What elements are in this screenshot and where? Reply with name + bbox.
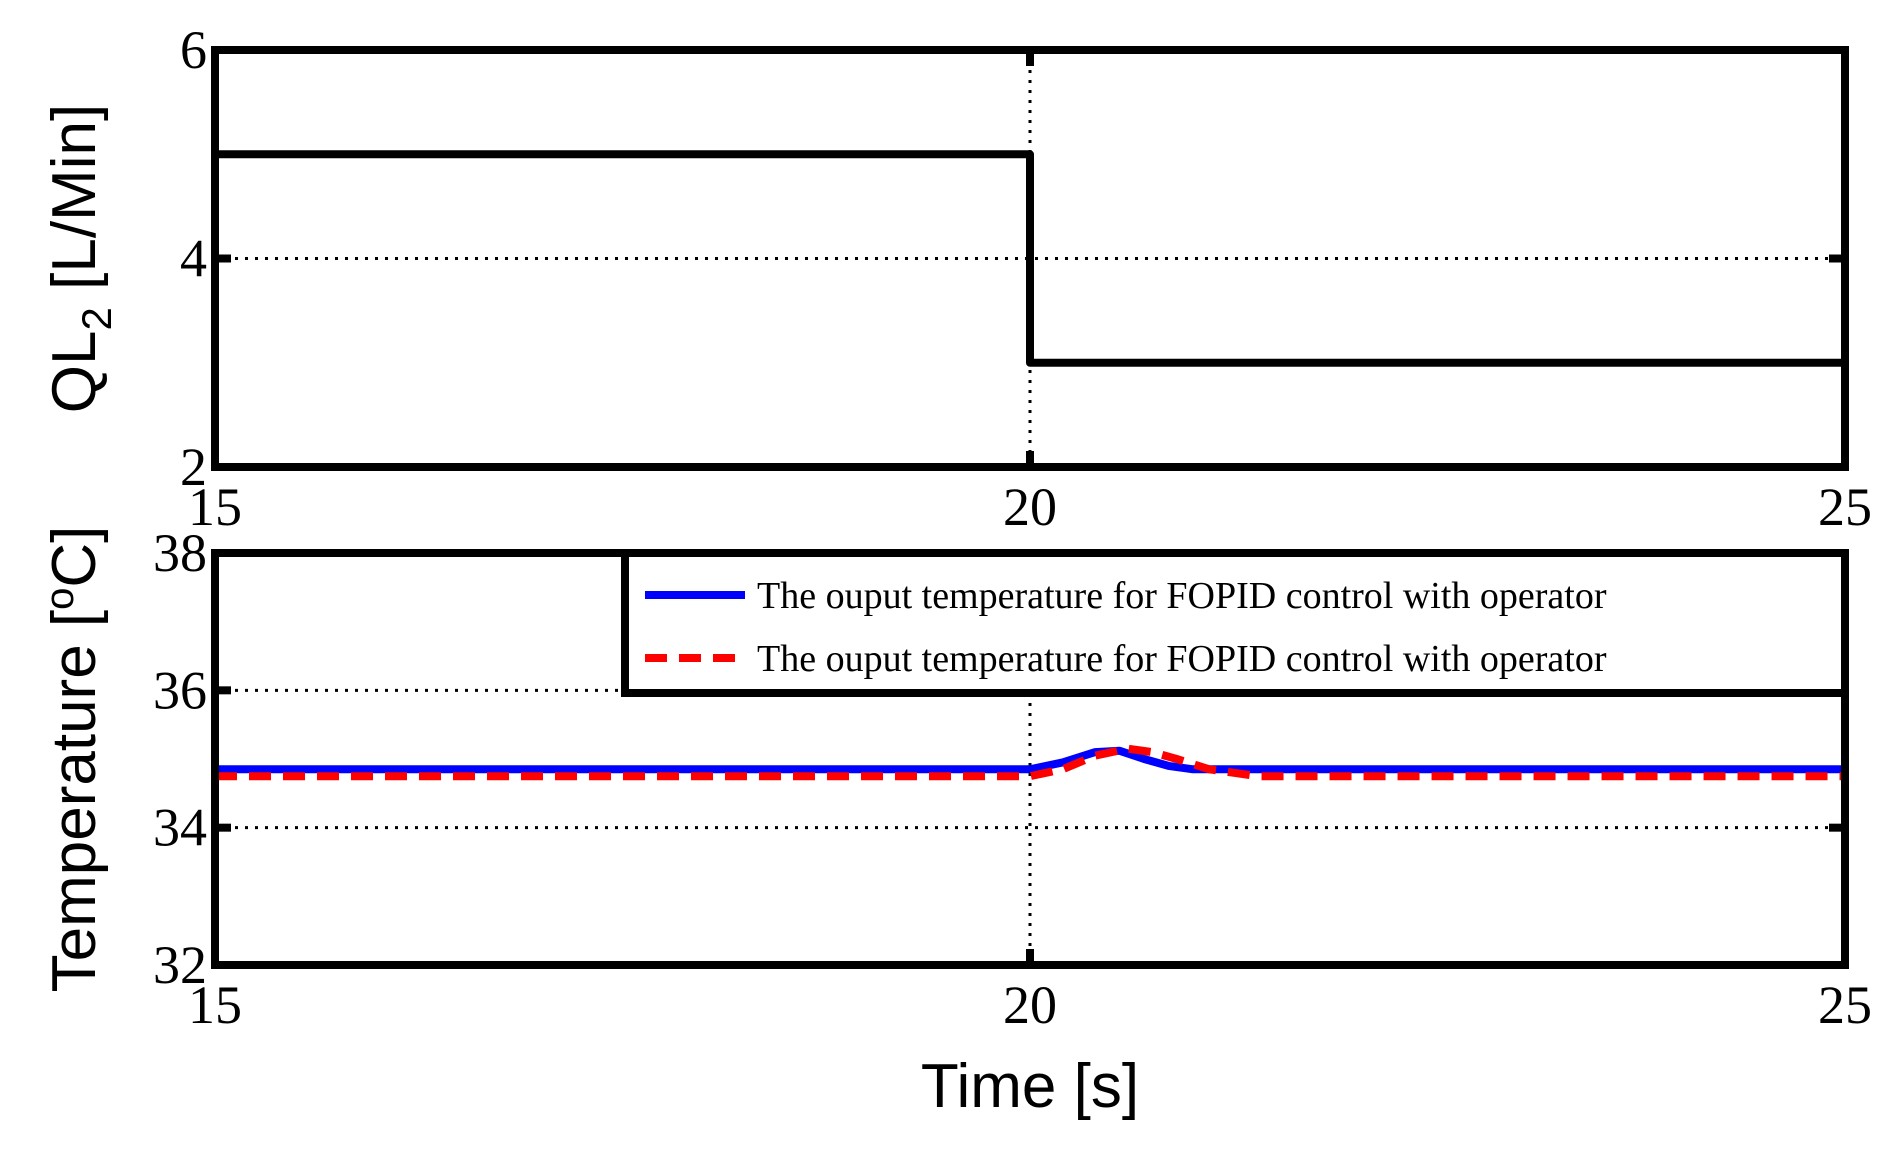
- y-tick-label: 32: [153, 935, 207, 995]
- y-tick-label: 6: [180, 20, 207, 80]
- top-panel-ylabel: QL2 [L/Min]: [40, 104, 120, 413]
- top-panel-grid: [215, 50, 1845, 467]
- bottom-panel-tick-labels: 15 20 25 32 34 36 38: [153, 523, 1872, 1035]
- legend: The ouput temperature for FOPID control …: [621, 549, 1849, 697]
- bottom-panel-xlabel: Time [s]: [921, 1052, 1139, 1121]
- legend-entry-1: The ouput temperature for FOPID control …: [757, 575, 1607, 617]
- x-tick-label: 15: [188, 975, 242, 1035]
- x-tick-label: 25: [1818, 477, 1872, 537]
- bottom-panel-series: [215, 744, 1845, 781]
- top-panel-series: [215, 150, 1845, 367]
- bottom-panel: 15 20 25 32 34 36 38 Temperature [oC] Time [s]…: [38, 523, 1872, 1121]
- y-tick-label: 36: [153, 660, 207, 720]
- x-tick-label: 20: [1003, 477, 1057, 537]
- x-tick-label: 20: [1003, 975, 1057, 1035]
- top-ylabel-unit: [L/Min]: [40, 104, 109, 307]
- y-tick-label: 4: [180, 229, 207, 289]
- bottom-ylabel-superscript: o: [38, 588, 82, 610]
- bottom-ylabel-unit: C]: [40, 526, 109, 588]
- legend-box: [621, 549, 1849, 697]
- y-tick-label: 34: [153, 798, 207, 858]
- series-line-dashed-2: [215, 744, 1845, 781]
- series-line-1: [215, 746, 1845, 774]
- y-tick-label: 2: [180, 437, 207, 497]
- legend-entry-2: The ouput temperature for FOPID control …: [757, 638, 1607, 680]
- bottom-panel-grid: [215, 553, 1845, 965]
- top-ylabel-subscript: 2: [73, 307, 120, 330]
- bottom-ylabel-main: Temperature [: [40, 610, 109, 993]
- bottom-panel-ylabel: Temperature [oC]: [38, 526, 109, 993]
- top-ylabel-main: QL: [40, 330, 109, 413]
- y-tick-label: 38: [153, 523, 207, 583]
- x-tick-label: 15: [188, 477, 242, 537]
- x-tick-label: 25: [1818, 975, 1872, 1035]
- top-panel-tick-labels: 15 20 25 2 4 6: [180, 20, 1872, 537]
- series-line-1: [215, 150, 1845, 367]
